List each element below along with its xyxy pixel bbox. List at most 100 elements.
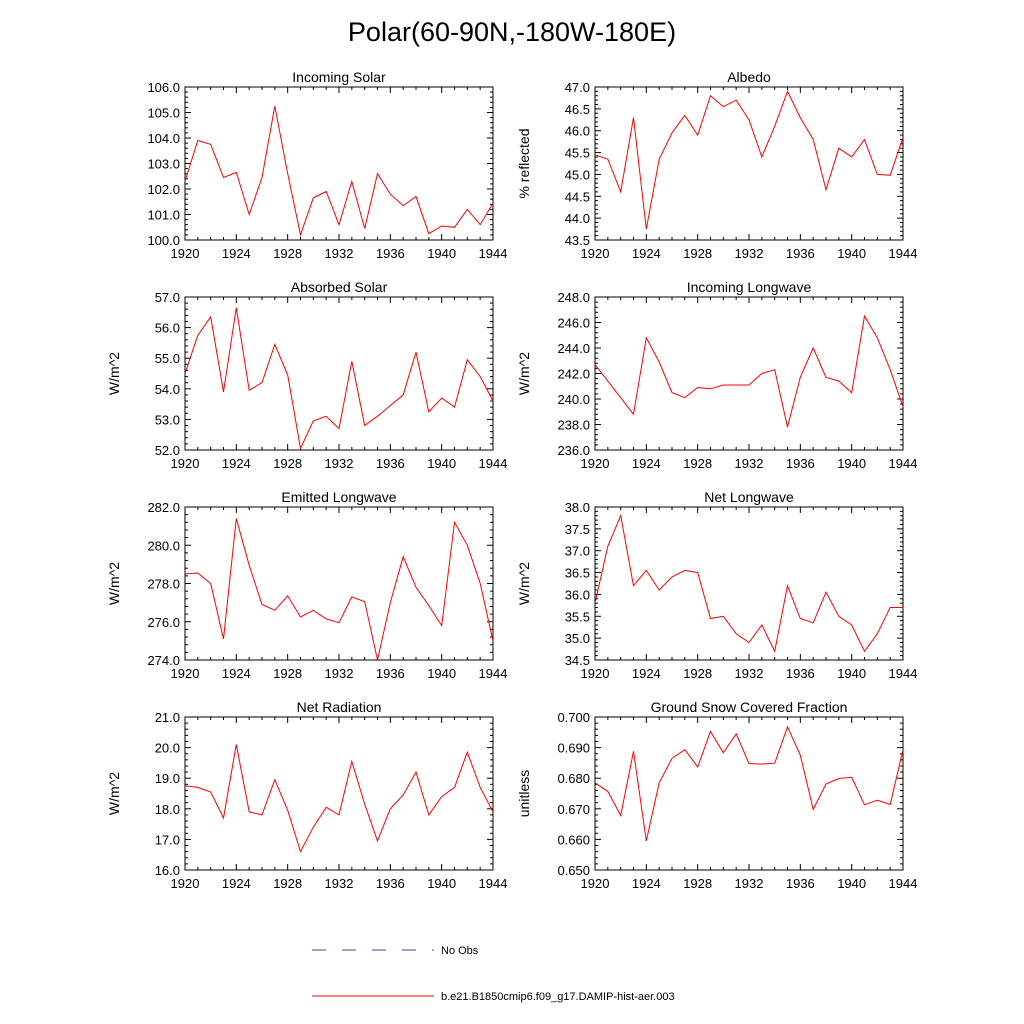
panel-5: Emitted Longwave W/m^2 1920 1924 1928 1932 193…: [106, 489, 507, 681]
y-tick-label: 47.0: [565, 80, 590, 95]
x-tick-label: 1928: [683, 876, 712, 891]
panel-6: Net Longwave W/m^2 1920 1924 1928 1932 1936 194…: [516, 489, 917, 681]
y-tick-label: 0.700: [557, 710, 590, 725]
y-tick-label: 44.5: [565, 189, 590, 204]
panel-title: Albedo: [727, 69, 771, 85]
y-tick-label: 16.0: [155, 863, 180, 878]
y-tick-label: 240.0: [557, 392, 590, 407]
x-tick-label: 1920: [171, 876, 200, 891]
x-tick-label: 1920: [171, 246, 200, 261]
y-tick-label: 34.5: [565, 653, 590, 668]
panel-7: Net Radiation W/m^2 1920 1924 1928 1932 1936 19…: [106, 699, 507, 891]
y-tick-label: 17.0: [155, 832, 180, 847]
panel-title: Net Longwave: [704, 489, 794, 505]
panel-8: Ground Snow Covered Fraction unitless 1920…: [516, 699, 917, 891]
y-tick-label: 54.0: [155, 382, 180, 397]
x-tick-label: 1920: [171, 666, 200, 681]
panel-title: Absorbed Solar: [291, 279, 388, 295]
x-tick-label: 1940: [427, 246, 456, 261]
x-tick-label: 1920: [581, 666, 610, 681]
y-tick-label: 274.0: [147, 653, 180, 668]
y-tick-label: 52.0: [155, 443, 180, 458]
x-tick-label: 1932: [735, 456, 764, 471]
x-tick-label: 1936: [376, 246, 405, 261]
y-tick-label: 44.0: [565, 211, 590, 226]
x-tick-label: 1940: [427, 456, 456, 471]
y-tick-label: 37.5: [565, 522, 590, 537]
y-tick-label: 21.0: [155, 710, 180, 725]
y-tick-label: 103.0: [147, 157, 180, 172]
x-tick-label: 1928: [273, 876, 302, 891]
series-line: [594, 90, 904, 230]
x-tick-label: 1940: [837, 876, 866, 891]
x-tick-label: 1932: [325, 456, 354, 471]
y-axis-label: W/m^2: [106, 352, 122, 395]
y-tick-label: 102.0: [147, 182, 180, 197]
y-axis-label: W/m^2: [106, 772, 122, 815]
x-tick-label: 1944: [889, 246, 918, 261]
x-tick-label: 1932: [735, 666, 764, 681]
panel-4: Incoming Longwave W/m^2 1920 1924 1928 1932 19…: [516, 279, 917, 471]
x-tick-label: 1944: [479, 246, 508, 261]
x-tick-label: 1928: [683, 666, 712, 681]
x-tick-label: 1924: [222, 456, 251, 471]
y-tick-label: 104.0: [147, 131, 180, 146]
y-tick-label: 244.0: [557, 341, 590, 356]
y-tick-label: 282.0: [147, 500, 180, 515]
series-line: [184, 106, 494, 237]
y-tick-label: 105.0: [147, 106, 180, 121]
plot-frame: [594, 506, 904, 661]
x-tick-label: 1928: [273, 666, 302, 681]
y-tick-label: 276.0: [147, 615, 180, 630]
x-tick-label: 1928: [683, 246, 712, 261]
panel-2: Albedo % reflected 1920 1924 1928 1932 1936 194…: [516, 69, 917, 261]
panel-3: Absorbed Solar W/m^2 1920 1924 1928 1932 1936 1…: [106, 279, 507, 471]
series-line: [594, 725, 904, 842]
y-tick-label: 36.0: [565, 587, 590, 602]
y-axis-label: W/m^2: [106, 562, 122, 605]
y-tick-label: 56.0: [155, 321, 180, 336]
x-tick-label: 1944: [479, 666, 508, 681]
panel-title: Emitted Longwave: [281, 489, 396, 505]
x-tick-label: 1924: [222, 876, 251, 891]
y-tick-label: 43.5: [565, 233, 590, 248]
x-tick-label: 1936: [786, 666, 815, 681]
y-tick-label: 35.0: [565, 631, 590, 646]
x-tick-label: 1920: [581, 876, 610, 891]
y-tick-label: 236.0: [557, 443, 590, 458]
y-tick-label: 45.5: [565, 146, 590, 161]
y-tick-label: 36.5: [565, 566, 590, 581]
y-tick-label: 101.0: [147, 208, 180, 223]
x-tick-label: 1924: [632, 456, 661, 471]
y-tick-label: 46.0: [565, 124, 590, 139]
y-tick-label: 100.0: [147, 233, 180, 248]
y-tick-label: 106.0: [147, 80, 180, 95]
figure-title: Polar(60-90N,-180W-180E): [348, 17, 676, 47]
x-tick-label: 1936: [786, 246, 815, 261]
x-tick-label: 1928: [273, 246, 302, 261]
panel-title: Incoming Solar: [292, 69, 386, 85]
panel-title: Ground Snow Covered Fraction: [651, 699, 848, 715]
x-tick-label: 1932: [735, 876, 764, 891]
x-tick-label: 1936: [376, 666, 405, 681]
y-tick-label: 246.0: [557, 316, 590, 331]
x-tick-label: 1920: [581, 246, 610, 261]
x-tick-label: 1932: [735, 246, 764, 261]
x-tick-label: 1936: [786, 876, 815, 891]
y-tick-label: 278.0: [147, 577, 180, 592]
y-tick-label: 20.0: [155, 741, 180, 756]
x-tick-label: 1940: [837, 246, 866, 261]
panel-grid: Incoming Solar 1920 1924 1928 1932 1936 1940 19…: [106, 69, 917, 891]
x-tick-label: 1944: [889, 876, 918, 891]
y-axis-label: W/m^2: [516, 352, 532, 395]
x-tick-label: 1928: [683, 456, 712, 471]
y-tick-label: 0.670: [557, 802, 590, 817]
y-axis-label: % reflected: [516, 128, 532, 198]
plot-frame: [184, 86, 494, 241]
plot-frame: [594, 716, 904, 871]
y-tick-label: 38.0: [565, 500, 590, 515]
y-tick-label: 37.0: [565, 544, 590, 559]
x-tick-label: 1932: [325, 246, 354, 261]
y-tick-label: 280.0: [147, 538, 180, 553]
